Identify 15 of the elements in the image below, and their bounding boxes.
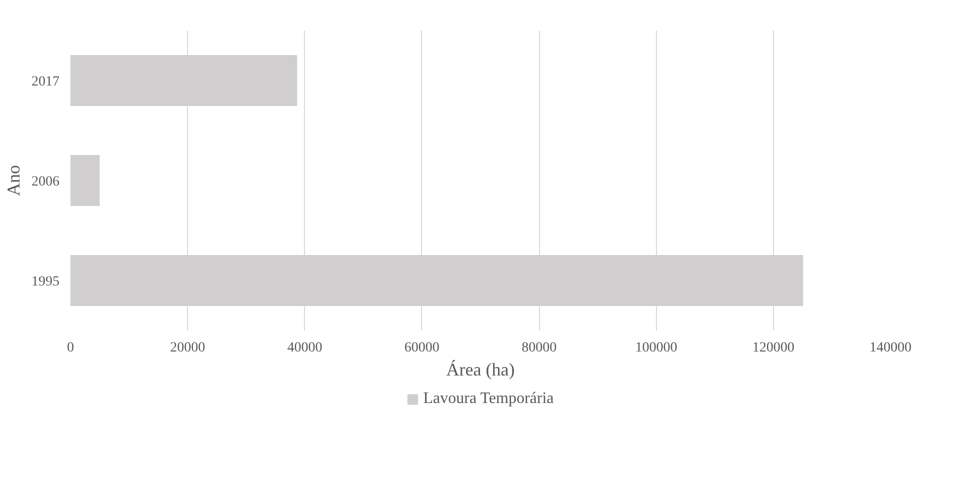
y-tick-label: 1995 [32,274,60,290]
x-axis-title: Área (ha) [446,360,515,380]
x-tick-label: 80000 [522,340,557,356]
x-tick-label: 120000 [752,340,794,356]
x-tick-label: 0 [67,340,74,356]
x-tick-label: 140000 [870,340,912,356]
y-axis-title: Ano [4,165,24,196]
legend-label: Lavoura Temporária [423,390,554,408]
x-tick-label: 40000 [287,340,322,356]
x-tick-label: 20000 [170,340,206,356]
y-tick-label: 2006 [32,174,60,190]
x-tick-label: 60000 [404,340,440,356]
y-tick-label: 2017 [32,74,60,90]
x-tick-label: 100000 [635,340,678,356]
bar [70,155,100,206]
